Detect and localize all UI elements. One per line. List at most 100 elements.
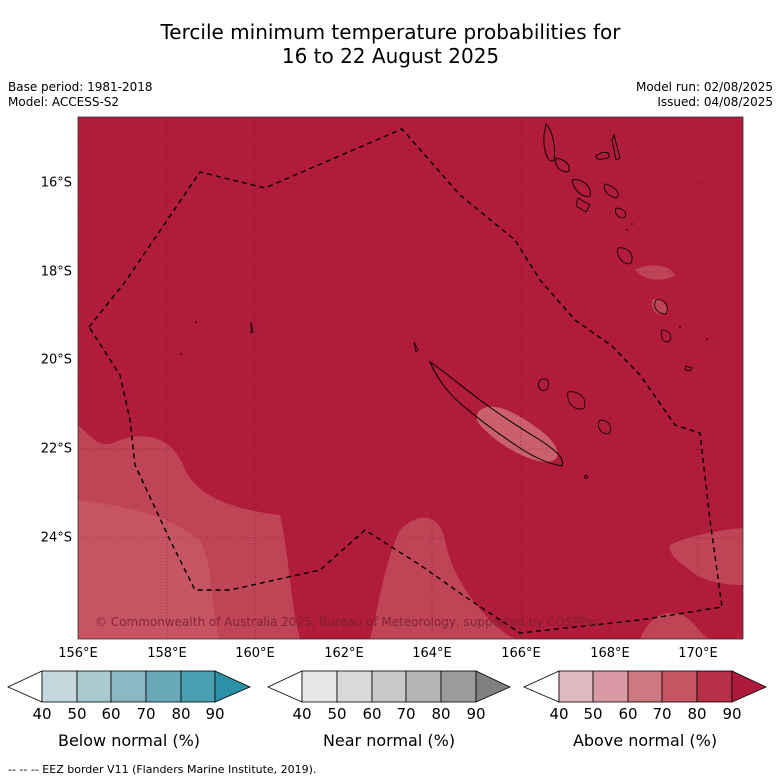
shading-ne-2 (651, 298, 668, 315)
loyalty-island-1 (538, 378, 550, 391)
lon-label-168e: 168°E (590, 646, 630, 661)
colorbar-above-bin-60-70 (627, 670, 663, 703)
colorbar-near-min-arrow (267, 670, 303, 703)
islet-196 (195, 321, 197, 323)
model-name: Model: ACCESS-S2 (8, 95, 120, 109)
vanuatu-maewo (611, 133, 621, 161)
colorbar-near-max-arrow (475, 670, 511, 703)
colorbar-above-min-arrow (523, 670, 560, 703)
vanuatu-espiritu-santo (543, 123, 555, 162)
shading-ne-1 (635, 265, 675, 280)
above-normal-label: Above normal (%) (572, 731, 718, 750)
vanuatu-malekula (571, 179, 591, 197)
title-line-1: Tercile minimum temperature probabilitie… (160, 20, 621, 44)
near-tick-60: 60 (362, 705, 382, 723)
above-tick-50: 50 (583, 705, 603, 723)
below-tick-80: 80 (171, 705, 191, 723)
loyalty-island-3 (598, 419, 612, 435)
below-tick-50: 50 (67, 705, 87, 723)
above-tick-60: 60 (618, 705, 638, 723)
near-tick-80: 80 (431, 705, 451, 723)
colorbar-near-bin-60-70 (371, 670, 407, 703)
vanuatu-erromango (617, 247, 633, 265)
near-tick-90: 90 (466, 705, 486, 723)
colorbar-above-bin-70-80 (661, 670, 698, 703)
colorbar-below-bin-70-80 (145, 670, 182, 703)
colorbar-below-bin-80-90 (180, 670, 216, 703)
issued-date: Issued: 04/08/2025 (657, 95, 773, 109)
lat-label-16s: 16°S (40, 175, 72, 191)
colorbar-above-max-arrow (731, 670, 767, 703)
above-tick-80: 80 (687, 705, 707, 723)
vanuatu-aneityum (660, 329, 672, 343)
shading-east (669, 528, 743, 585)
island-414 (413, 341, 419, 353)
below-tick-60: 60 (101, 705, 121, 723)
colorbar-below (7, 670, 251, 703)
lon-label-158e: 158°E (147, 646, 187, 661)
vanuatu-malo (555, 157, 570, 173)
above-tick-40: 40 (549, 705, 569, 723)
chart-title: Tercile minimum temperature probabilitie… (0, 20, 781, 68)
vanuatu-small-2 (603, 183, 619, 199)
meta-right: Model run: 02/08/2025 Issued: 04/08/2025 (636, 80, 773, 110)
colorbar-near-bin-70-80 (405, 670, 442, 703)
colorbar-above-bin-50-60 (592, 670, 629, 703)
shading-newcaledonia (476, 406, 558, 462)
colorbar-near-bin-40-50 (301, 670, 338, 703)
vanuatu-efate (615, 207, 626, 219)
colorbar-above-bin-40-50 (558, 670, 594, 703)
near-tick-40: 40 (292, 705, 312, 723)
lat-label-18s: 18°S (40, 264, 72, 280)
colorbar-below-bin-50-60 (76, 670, 112, 703)
colorbar-near-bin-50-60 (336, 670, 373, 703)
title-line-2: 16 to 22 August 2025 (281, 44, 500, 68)
colorbar-below-bin-60-70 (110, 670, 147, 703)
above-tick-90: 90 (722, 705, 742, 723)
meta-left: Base period: 1981-2018 Model: ACCESS-S2 (8, 80, 153, 110)
lon-label-160e: 160°E (235, 646, 275, 661)
lon-label-164e: 164°E (412, 646, 452, 661)
colorbar-near-bin-80-90 (440, 670, 477, 703)
lat-label-20s: 20°S (40, 352, 72, 368)
near-tick-50: 50 (327, 705, 347, 723)
islet-680 (679, 326, 681, 328)
colorbar-near (267, 670, 511, 703)
islet-707 (706, 338, 708, 340)
lon-label-170e: 170°E (678, 646, 718, 661)
colorbar-above (523, 670, 767, 703)
new-caledonia (428, 360, 564, 467)
shading-south-right (640, 612, 710, 639)
colorbar-below-bin-40-50 (41, 670, 78, 703)
colorbar-below-max-arrow (214, 670, 251, 703)
loyalty-island-2 (567, 391, 586, 410)
lon-label-156e: 156°E (58, 646, 98, 661)
near-tick-70: 70 (396, 705, 416, 723)
copyright-notice: © Commonwealth of Australia 2025, Bureau… (95, 615, 601, 629)
islet-627 (626, 229, 628, 231)
vanuatu-tanna (654, 299, 668, 315)
lat-label-24s: 24°S (40, 530, 72, 546)
eez-legend-footer: -- -- -- EEZ border V11 (Flanders Marine… (8, 763, 317, 776)
lon-label-166e: 166°E (501, 646, 541, 661)
islet-688 (684, 365, 693, 372)
lat-label-22s: 22°S (40, 441, 72, 457)
above-tick-70: 70 (652, 705, 672, 723)
below-normal-label: Below normal (%) (57, 731, 201, 750)
map-area (78, 117, 743, 639)
islet-632 (631, 223, 633, 225)
near-normal-label: Near normal (%) (322, 731, 456, 750)
below-tick-40: 40 (32, 705, 52, 723)
base-period: Base period: 1981-2018 (8, 80, 153, 94)
islet-586 (584, 475, 588, 479)
colorbar-below-min-arrow (7, 670, 43, 703)
below-tick-90: 90 (205, 705, 225, 723)
islet-181 (180, 353, 182, 355)
map-frame (77, 116, 744, 640)
lon-label-162e: 162°E (324, 646, 364, 661)
grid (78, 117, 743, 639)
colorbar-above-bin-80-90 (696, 670, 733, 703)
eez-border (88, 128, 723, 634)
shading-south-center (370, 517, 520, 639)
